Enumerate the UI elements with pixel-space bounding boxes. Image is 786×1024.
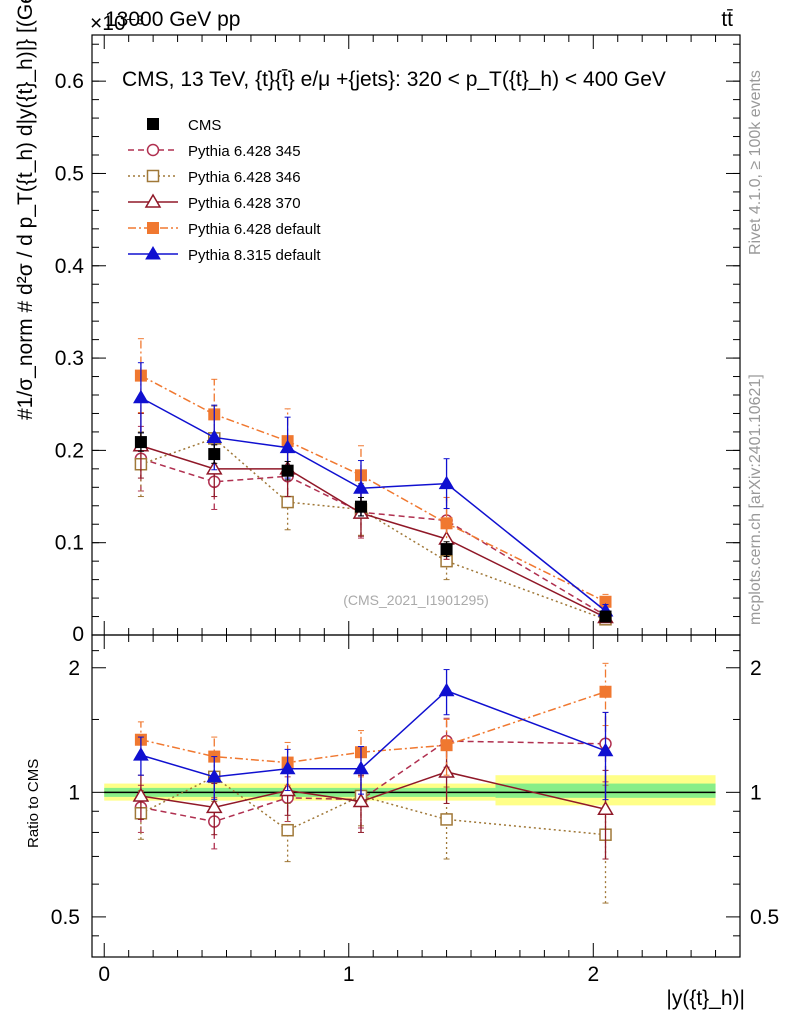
data-point (205, 798, 223, 814)
ratio-y-tick-label: 0.5 (51, 906, 80, 929)
legend-label: Pythia 6.428 345 (188, 143, 301, 160)
ratio-plot-series (132, 662, 614, 904)
y-tick-label: 0.5 (55, 162, 84, 185)
main-plot-ticks: 0.1 0.2 0.3 0.4 0.5 0.6 0 (55, 35, 740, 646)
data-point (279, 760, 296, 775)
ratio-plot-frame (91, 634, 741, 958)
legend-label: Pythia 6.428 346 (188, 169, 301, 186)
legend-marker (147, 222, 159, 234)
process-label: tt̄ (721, 8, 733, 31)
data-point (279, 439, 296, 454)
series-line (140, 691, 606, 764)
data-point (352, 793, 370, 808)
data-point (281, 464, 294, 477)
data-point (440, 813, 453, 826)
data-point (132, 787, 150, 802)
data-point (206, 768, 223, 783)
data-point (206, 429, 223, 443)
legend-label: Pythia 6.428 370 (188, 195, 301, 212)
analysis-watermark: (CMS_2021_I1901295) (343, 592, 489, 608)
collision-label: 13000 GeV pp (105, 8, 240, 31)
x-tick-label: 0 (98, 963, 110, 986)
ratio-y-tick-label-right: 0.5 (750, 906, 779, 929)
rivet-label: Rivet 4.1.0, ≥ 100k events (747, 70, 764, 255)
exponent-label: ×10⁻³ (90, 12, 144, 35)
legend-marker (146, 143, 160, 157)
y-tick-label: 0.1 (55, 532, 84, 555)
series-line (140, 457, 606, 617)
x-tick-label: 1 (343, 963, 355, 986)
legend-marker (144, 193, 162, 208)
data-point (133, 747, 149, 761)
data-point (599, 685, 612, 698)
data-point (354, 500, 367, 513)
data-point (281, 823, 294, 837)
x-tick-label: 2 (587, 963, 599, 986)
data-point (281, 495, 294, 509)
x-axis-label: |y({t}_h)| (666, 987, 745, 1010)
data-point (440, 739, 453, 752)
ratio-y-tick-label-right: 1 (750, 781, 762, 804)
y-axis-label: #1/σ_norm # d²σ / d p_T({t_h) d|y({t}_h)… (14, 0, 37, 420)
series-line (140, 445, 606, 619)
y-tick-label: 0.6 (55, 70, 84, 93)
legend-label: Pythia 6.428 default (188, 221, 321, 238)
y-tick-label: 0.3 (55, 347, 84, 370)
plot-title: CMS, 13 TeV, {t}{t̄} e/μ +{jets}: 320 < … (122, 68, 666, 91)
series-line (140, 437, 606, 621)
data-point (133, 389, 149, 404)
legend-marker (146, 169, 160, 183)
series-line (140, 771, 606, 811)
ratio-plot-ticks: 0.5 0.5 1 1 2 2 0 1 2 (51, 635, 779, 986)
data-point (353, 760, 369, 775)
data-point (208, 448, 221, 461)
ratio-y-tick-label: 2 (68, 657, 80, 680)
legend-label: CMS (188, 117, 221, 134)
data-point (134, 436, 147, 449)
y-tick-label: 0.2 (55, 439, 84, 462)
data-point (440, 543, 453, 556)
mcplots-label: mcplots.cern.ch [arXiv:2401.10621] (747, 374, 764, 625)
ratio-y-label: Ratio to CMS (25, 759, 42, 848)
series-line (140, 397, 606, 612)
data-point (597, 742, 614, 757)
data-point (438, 682, 455, 697)
data-point (597, 800, 614, 816)
legend-marker (147, 118, 159, 130)
data-point (440, 517, 453, 530)
data-point (438, 475, 455, 490)
legend-marker (145, 246, 161, 260)
ratio-y-tick-label: 1 (68, 781, 80, 804)
series-line (140, 740, 606, 823)
legend: CMS Pythia 6.428 345 Pythia 6.428 346 Pythi… (128, 117, 321, 264)
series-line (140, 689, 606, 778)
legend-label: Pythia 8.315 default (188, 247, 321, 264)
y-tick-label: 0.4 (55, 255, 85, 278)
data-point (599, 610, 612, 623)
ratio-bands (104, 775, 716, 806)
y-tick-label-zero: 0 (72, 623, 84, 646)
series-line (140, 374, 606, 603)
ratio-y-tick-label-right: 2 (750, 657, 762, 680)
data-point (353, 480, 369, 494)
main-plot-series (132, 338, 614, 626)
